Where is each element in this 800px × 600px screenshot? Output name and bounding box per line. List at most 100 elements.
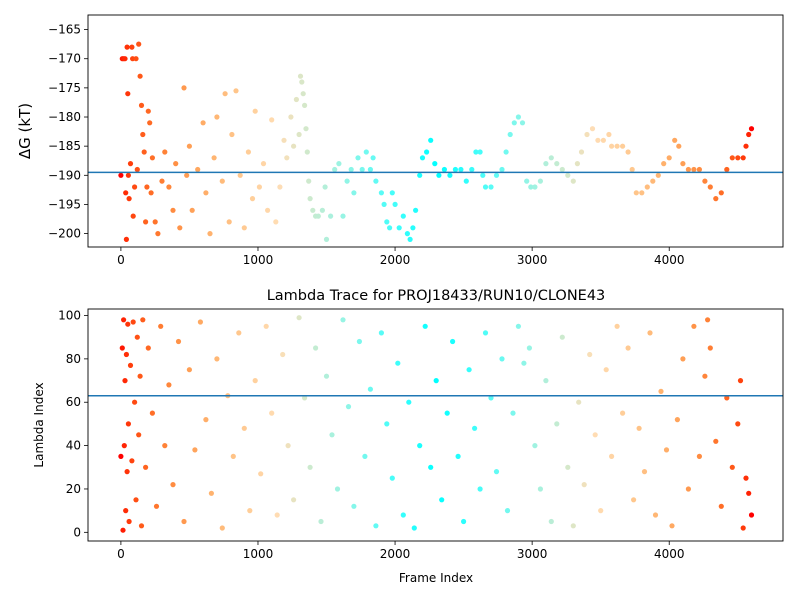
delta-g-point: [189, 207, 195, 213]
delta-g-y-tick-label: −190: [48, 168, 81, 182]
delta-g-point: [249, 196, 256, 202]
delta-g-point: [447, 172, 453, 178]
lambda-point: [181, 518, 187, 525]
delta-g-point: [676, 143, 682, 149]
delta-g-point: [584, 131, 590, 138]
delta-g-point: [477, 149, 483, 155]
delta-g-point: [639, 190, 645, 196]
lambda-y-tick-label: 100: [58, 309, 81, 323]
lambda-point: [510, 410, 516, 416]
lambda-point: [203, 417, 209, 423]
lambda-point: [132, 399, 138, 405]
delta-g-y-axis-label: ΔG (kT): [16, 103, 34, 159]
delta-g-point: [203, 190, 209, 196]
lambda-point: [134, 334, 140, 340]
lambda-point: [263, 323, 269, 329]
delta-g-point: [348, 166, 354, 173]
lambda-point: [625, 345, 631, 351]
delta-g-point: [129, 44, 135, 50]
delta-g-point: [685, 166, 692, 173]
delta-g-plot-frame: [87, 14, 784, 248]
lambda-point: [748, 512, 755, 518]
delta-g-point: [507, 131, 513, 138]
lambda-x-tick-label: 0: [117, 547, 125, 561]
delta-g-point: [134, 166, 140, 173]
delta-g-point: [606, 131, 612, 138]
delta-g-y-tick-label: −200: [48, 227, 81, 241]
delta-g-point: [644, 184, 650, 190]
lambda-point: [581, 482, 587, 488]
delta-g-point: [543, 161, 549, 167]
delta-g-point: [620, 143, 626, 149]
lambda-point: [598, 508, 604, 514]
lambda-point: [713, 438, 719, 444]
lambda-point: [133, 497, 139, 503]
delta-g-point: [122, 56, 128, 62]
delta-g-point: [265, 207, 271, 213]
lambda-y-tick-label: 80: [66, 352, 81, 366]
delta-g-point: [396, 225, 402, 231]
lambda-point: [707, 345, 713, 351]
delta-g-point: [344, 178, 350, 184]
lambda-point: [636, 425, 642, 431]
delta-g-point: [269, 117, 275, 123]
delta-g-point: [565, 172, 571, 178]
lambda-point: [129, 458, 135, 464]
lambda-point: [214, 356, 220, 362]
lambda-point: [515, 323, 522, 329]
lambda-point: [166, 382, 172, 388]
lambda-point: [587, 351, 593, 358]
delta-g-point: [367, 166, 373, 173]
delta-g-point: [428, 137, 434, 143]
lambda-point: [302, 395, 308, 401]
lambda-point: [208, 490, 214, 496]
lambda-point: [433, 378, 439, 384]
lambda-point: [395, 360, 401, 366]
lambda-point: [532, 443, 538, 449]
lambda-point: [609, 453, 615, 459]
lambda-point: [230, 453, 236, 459]
lambda-point: [351, 503, 357, 509]
lambda-point: [236, 330, 242, 336]
lambda-point: [120, 527, 126, 533]
lambda-point: [737, 378, 744, 384]
lambda-point: [488, 395, 494, 401]
delta-g-point: [288, 114, 294, 120]
delta-g-point: [519, 120, 526, 126]
delta-g-point: [310, 207, 316, 213]
lambda-point: [652, 512, 659, 518]
lambda-point: [647, 330, 653, 336]
lambda-point: [406, 399, 412, 405]
delta-g-point: [291, 143, 297, 149]
lambda-y-axis-label: Lambda Index: [32, 382, 46, 467]
lambda-point: [373, 523, 379, 529]
lambda-point: [378, 330, 384, 336]
delta-g-point: [143, 219, 149, 225]
delta-g-point: [155, 231, 161, 237]
delta-g-point: [524, 178, 530, 184]
delta-g-point: [303, 126, 309, 132]
delta-g-point: [609, 143, 615, 149]
delta-g-point: [724, 166, 730, 173]
delta-g-point: [625, 149, 631, 155]
delta-g-point: [207, 231, 213, 237]
delta-g-x-tick-label: 1000: [243, 253, 274, 267]
lambda-point: [740, 525, 746, 531]
delta-g-point: [424, 149, 430, 155]
delta-g-x-tick-label: 0: [117, 253, 125, 267]
lambda-point: [439, 497, 445, 503]
delta-g-point: [570, 178, 576, 184]
delta-g-point: [707, 184, 713, 190]
delta-g-point: [629, 166, 635, 173]
delta-g-point: [680, 161, 686, 167]
lambda-point: [269, 410, 275, 416]
delta-g-points: [118, 41, 755, 242]
lambda-point: [417, 443, 423, 449]
lambda-y-tick-label: 20: [66, 482, 81, 496]
delta-g-point: [387, 225, 393, 231]
delta-g-point: [277, 184, 283, 190]
delta-g-point: [735, 155, 741, 161]
delta-g-y-tick-label: −195: [48, 197, 81, 211]
lambda-point: [411, 525, 417, 531]
lambda-point: [565, 464, 571, 470]
